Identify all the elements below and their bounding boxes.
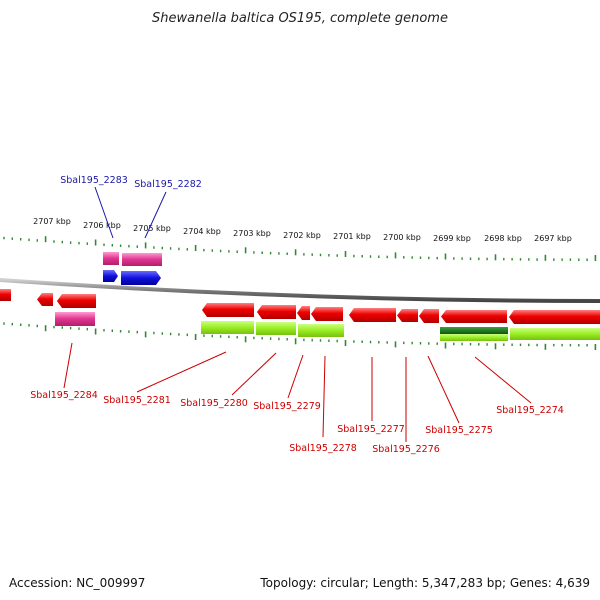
genome-backbone <box>0 278 600 303</box>
scale-label: 2703 kbp <box>233 229 271 238</box>
connector-2278 <box>322 355 326 438</box>
genome-summary-text: Topology: circular; Length: 5,347,283 bp… <box>260 576 590 590</box>
feature-green-2274[interactable] <box>510 328 600 340</box>
feature-green-2281[interactable] <box>201 321 254 334</box>
map-title: Shewanella baltica OS195, complete genom… <box>152 11 448 26</box>
connector-2284 <box>63 342 73 389</box>
scale-label: 2698 kbp <box>484 234 522 243</box>
cds-2280[interactable] <box>257 305 296 319</box>
scale-label: 2705 kbp <box>133 224 171 233</box>
feature-green-2278[interactable] <box>298 324 344 337</box>
gene-label-sbal195-2282[interactable]: Sbal195_2282 <box>134 179 202 190</box>
label-connectors <box>63 186 532 442</box>
scale-label: 2697 kbp <box>534 234 572 243</box>
upper-scale-track <box>3 236 597 261</box>
connector-2282 <box>144 191 167 239</box>
gene-label-sbal195-2281[interactable]: Sbal195_2281 <box>103 395 171 406</box>
cds-2278[interactable] <box>311 307 343 321</box>
scale-label: 2706 kbp <box>83 221 121 230</box>
gene-label-sbal195-2274[interactable]: Sbal195_2274 <box>496 405 564 416</box>
cds-2279[interactable] <box>297 306 310 320</box>
gene-label-sbal195-2280[interactable]: Sbal195_2280 <box>180 398 248 409</box>
feature-green-2275[interactable] <box>440 334 508 341</box>
scale-label: 2699 kbp <box>433 234 471 243</box>
cds-2274[interactable] <box>509 310 600 324</box>
cds-2275b[interactable] <box>441 310 507 323</box>
cds-2276[interactable] <box>397 309 418 322</box>
connector-2274 <box>474 356 532 404</box>
scale-label: 2702 kbp <box>283 231 321 240</box>
cds-2277[interactable] <box>349 308 396 322</box>
cds-2283[interactable] <box>103 270 118 282</box>
connector-2279 <box>287 354 304 399</box>
connector-2275 <box>427 355 460 424</box>
feature-darkgreen-2275[interactable] <box>440 327 508 334</box>
accession-text: Accession: NC_009997 <box>9 576 146 590</box>
cds-2282[interactable] <box>121 271 161 285</box>
gene-label-sbal195-2279[interactable]: Sbal195_2279 <box>253 401 321 412</box>
scale-label: 2700 kbp <box>383 233 421 242</box>
scale-label: 2707 kbp <box>33 217 71 226</box>
cds-2281[interactable] <box>202 303 254 317</box>
feature-green-2280[interactable] <box>256 322 296 335</box>
gene-label-sbal195-2283[interactable]: Sbal195_2283 <box>60 175 128 186</box>
rna-feature-2282[interactable] <box>122 253 162 266</box>
scale-label: 2704 kbp <box>183 227 221 236</box>
cds-offscreen-left[interactable] <box>0 289 11 301</box>
gene-label-sbal195-2275[interactable]: Sbal195_2275 <box>425 425 493 436</box>
gene-labels: Sbal195_2283 Sbal195_2282 Sbal195_2284 S… <box>30 175 564 455</box>
lower-scale-track <box>3 322 597 350</box>
gene-label-sbal195-2277[interactable]: Sbal195_2277 <box>337 424 405 435</box>
scale-label: 2701 kbp <box>333 232 371 241</box>
rna-feature-2284[interactable] <box>55 312 95 326</box>
reverse-strand-features <box>0 289 600 341</box>
cds-2284b[interactable] <box>57 294 96 308</box>
connector-2283 <box>94 186 114 239</box>
cds-2284a[interactable] <box>37 293 53 306</box>
connector-2281 <box>136 351 227 393</box>
cds-2275a[interactable] <box>419 309 439 323</box>
gene-label-sbal195-2278[interactable]: Sbal195_2278 <box>289 443 357 454</box>
forward-strand-features <box>103 252 162 285</box>
gene-label-sbal195-2284[interactable]: Sbal195_2284 <box>30 390 98 401</box>
scale-labels: 2707 kbp 2706 kbp 2705 kbp 2704 kbp 2703… <box>33 217 572 243</box>
gene-label-sbal195-2276[interactable]: Sbal195_2276 <box>372 444 440 455</box>
rna-feature-2283[interactable] <box>103 252 119 265</box>
connector-2280 <box>231 352 277 396</box>
